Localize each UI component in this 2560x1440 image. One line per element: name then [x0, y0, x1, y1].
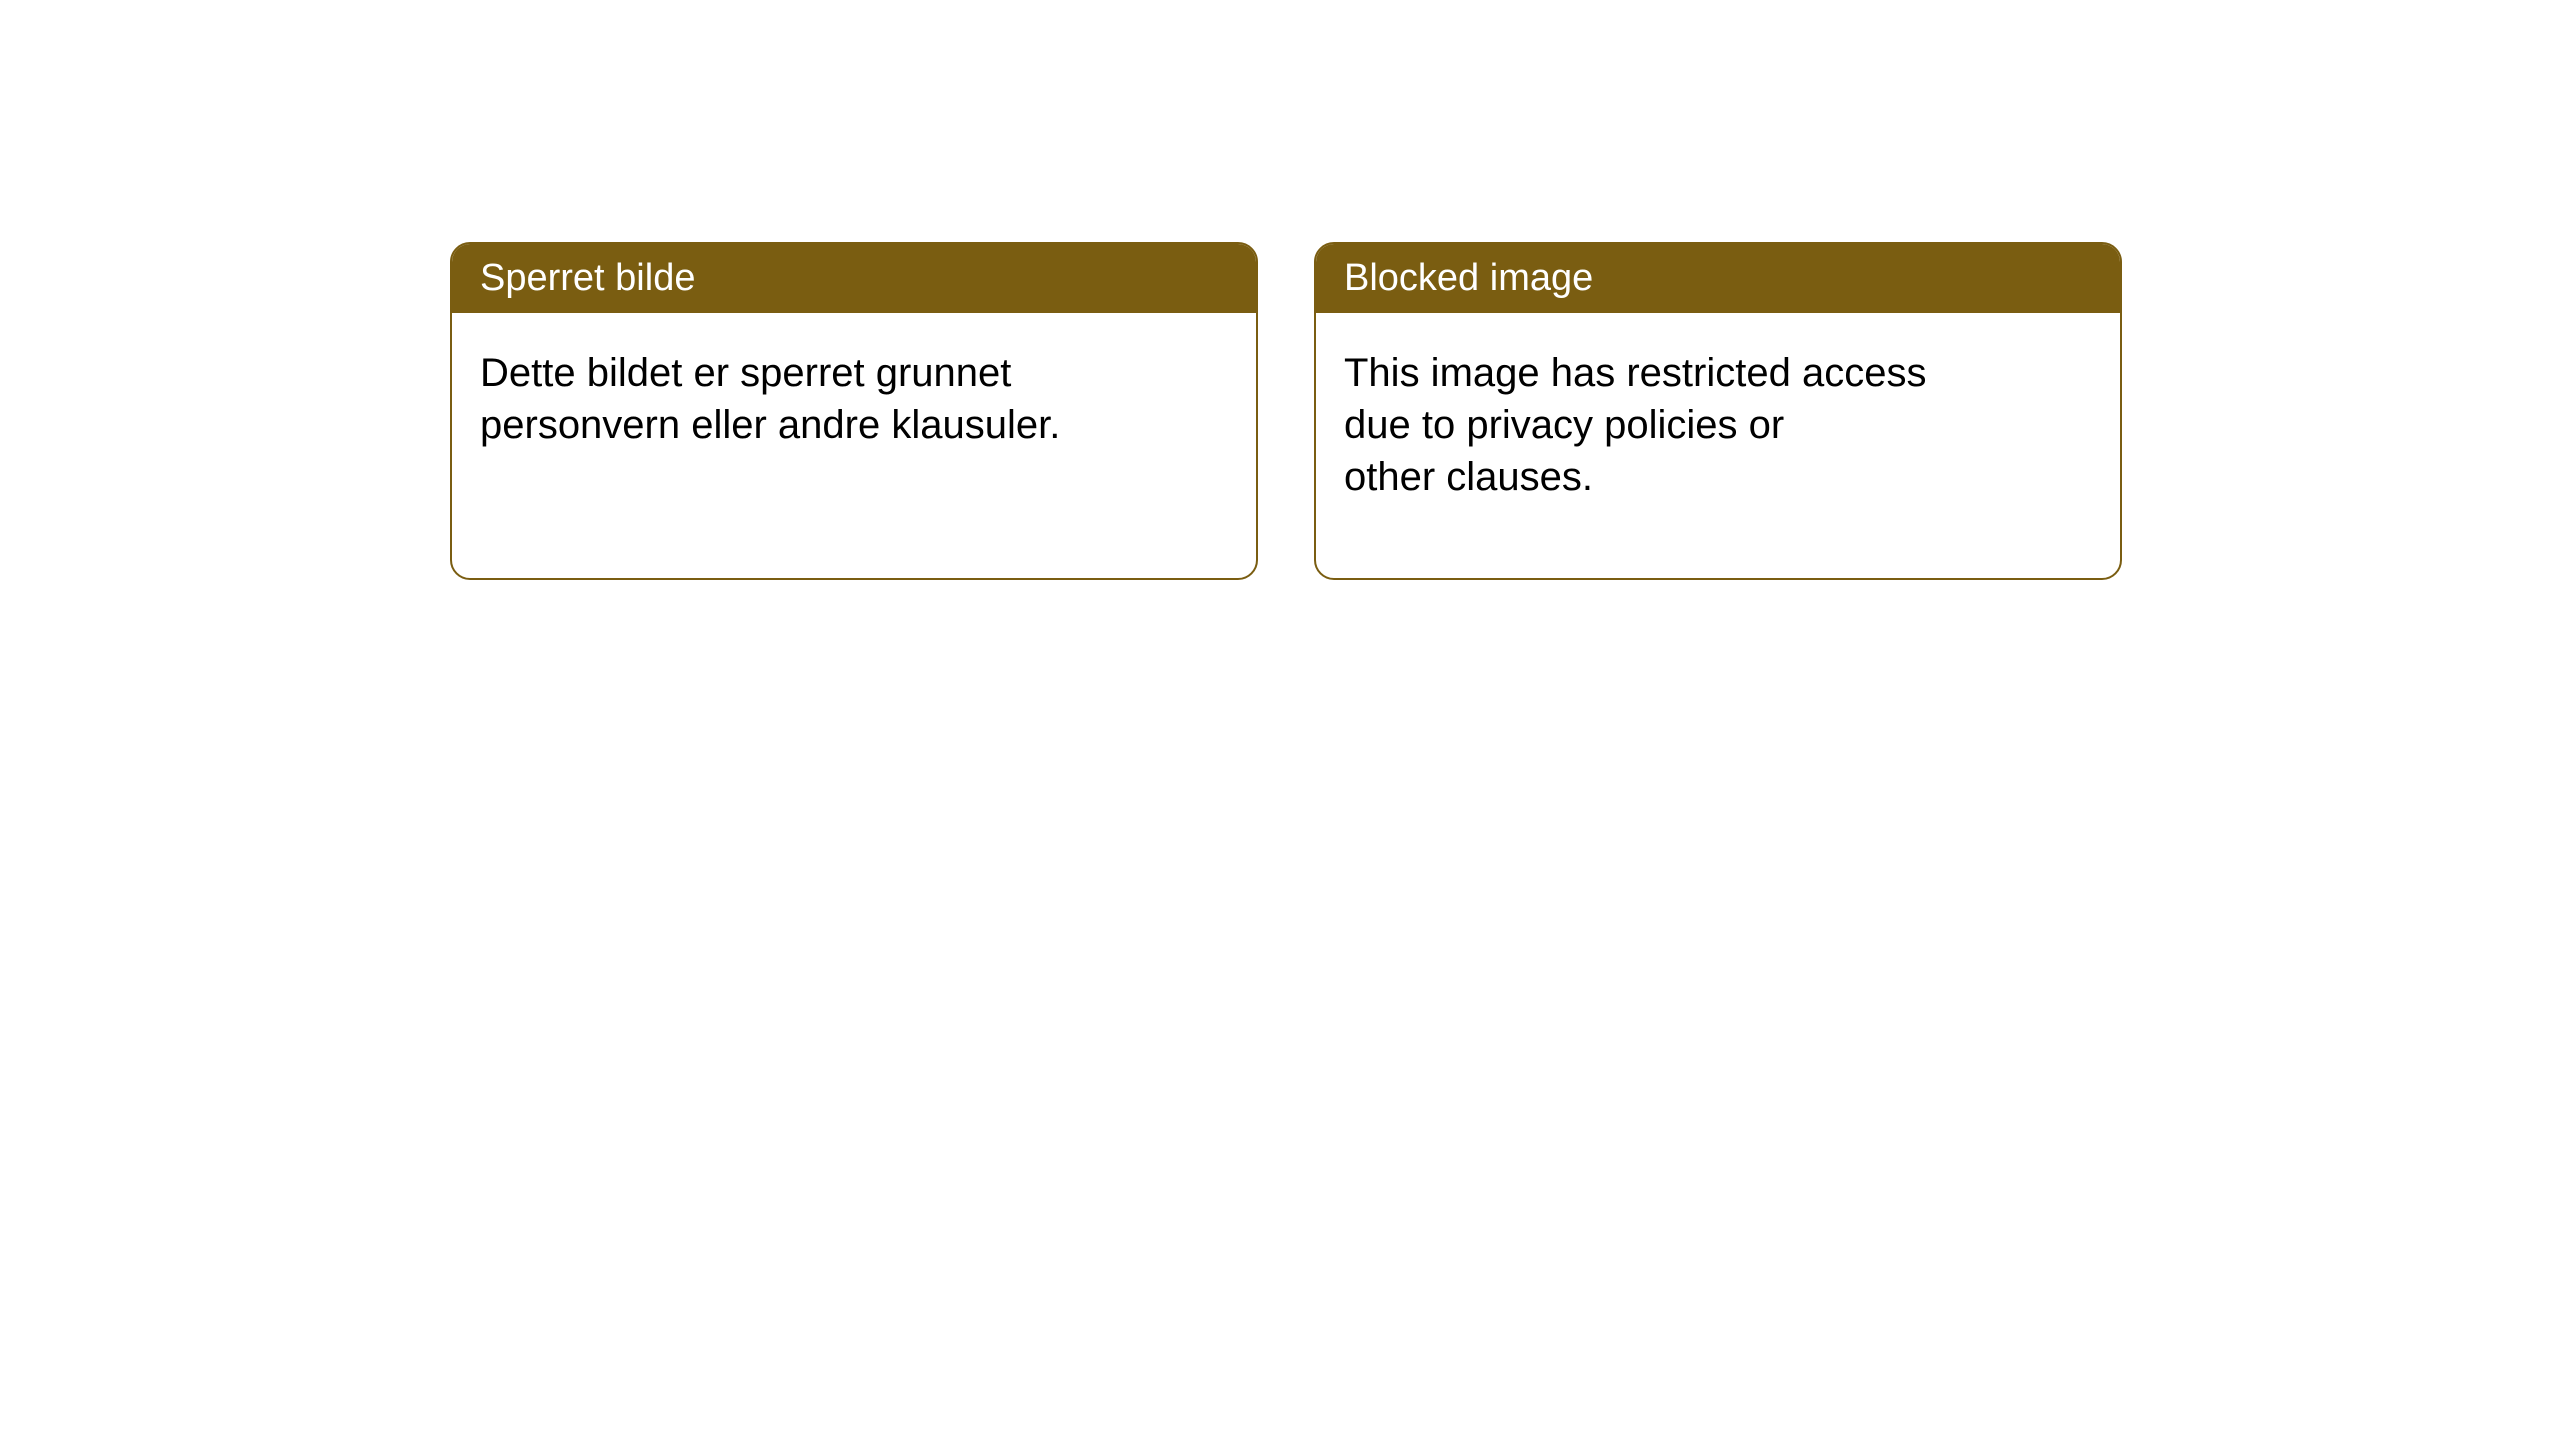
notice-container: Sperret bilde Dette bildet er sperret gr…: [0, 0, 2560, 580]
notice-body-english: This image has restricted access due to …: [1316, 313, 2120, 537]
notice-header-english: Blocked image: [1316, 244, 2120, 313]
notice-body-norwegian: Dette bildet er sperret grunnet personve…: [452, 313, 1256, 485]
notice-header-norwegian: Sperret bilde: [452, 244, 1256, 313]
notice-card-norwegian: Sperret bilde Dette bildet er sperret gr…: [450, 242, 1258, 580]
notice-card-english: Blocked image This image has restricted …: [1314, 242, 2122, 580]
